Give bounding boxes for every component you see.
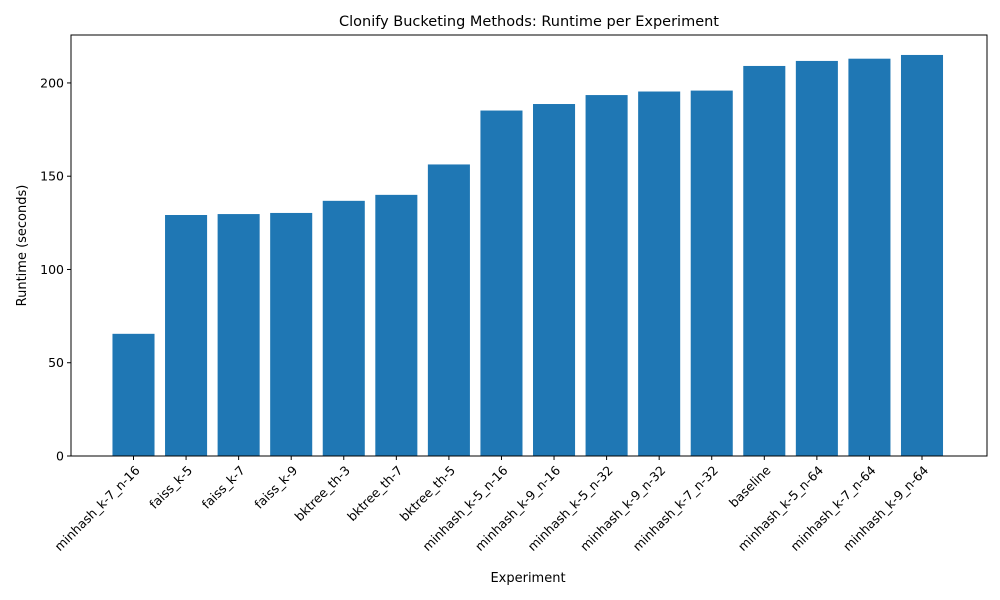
y-tick-label: 50 <box>48 355 64 370</box>
bar-bktree_th-3 <box>322 200 365 456</box>
plot-frame <box>70 34 988 457</box>
x-tick-label: minhash_k-7_n-16 <box>51 463 142 554</box>
bar-minhash_k-5_n-64 <box>795 60 838 457</box>
bar-baseline <box>743 65 786 457</box>
x-tick-label: baseline <box>726 462 774 510</box>
bar-minhash_k-7_n-64 <box>848 58 891 456</box>
bar-faiss_k-7 <box>217 214 260 456</box>
bar-minhash_k-9_n-16 <box>533 104 576 457</box>
bar-minhash_k-9_n-64 <box>900 54 944 457</box>
y-axis: 0 50 100 150 200 <box>40 75 71 463</box>
x-tick-label: bktree_th-3 <box>292 463 353 524</box>
chart-title: Clonify Bucketing Methods: Runtime per E… <box>339 14 719 30</box>
x-tick-label: faiss_k-7 <box>199 463 248 512</box>
bar-bktree_th-7 <box>375 194 418 457</box>
bar-minhash_k-5_n-32 <box>585 95 628 456</box>
bar-faiss_k-9 <box>270 212 313 456</box>
bar-minhash_k-7_n-16 <box>112 333 155 456</box>
x-tick-label: faiss_k-9 <box>251 463 300 512</box>
y-tick-label: 100 <box>40 262 64 277</box>
y-axis-label: Runtime (seconds) <box>15 185 30 307</box>
x-axis: minhash_k-7_n-16 faiss_k-5 faiss_k-7 faiss_… <box>51 456 931 554</box>
bar-minhash_k-5_n-16 <box>480 110 523 456</box>
bars-group <box>112 54 944 457</box>
bar-minhash_k-9_n-32 <box>638 91 681 457</box>
x-tick-label: bktree_th-7 <box>344 463 405 524</box>
bar-faiss_k-5 <box>165 215 208 456</box>
bar-bktree_th-5 <box>427 164 470 456</box>
x-axis-label: Experiment <box>490 571 565 586</box>
x-tick-label: faiss_k-5 <box>146 463 195 512</box>
y-tick-label: 150 <box>40 169 64 184</box>
y-tick-label: 200 <box>40 75 64 90</box>
bar-minhash_k-7_n-32 <box>690 90 733 456</box>
y-tick-label: 0 <box>56 448 64 463</box>
